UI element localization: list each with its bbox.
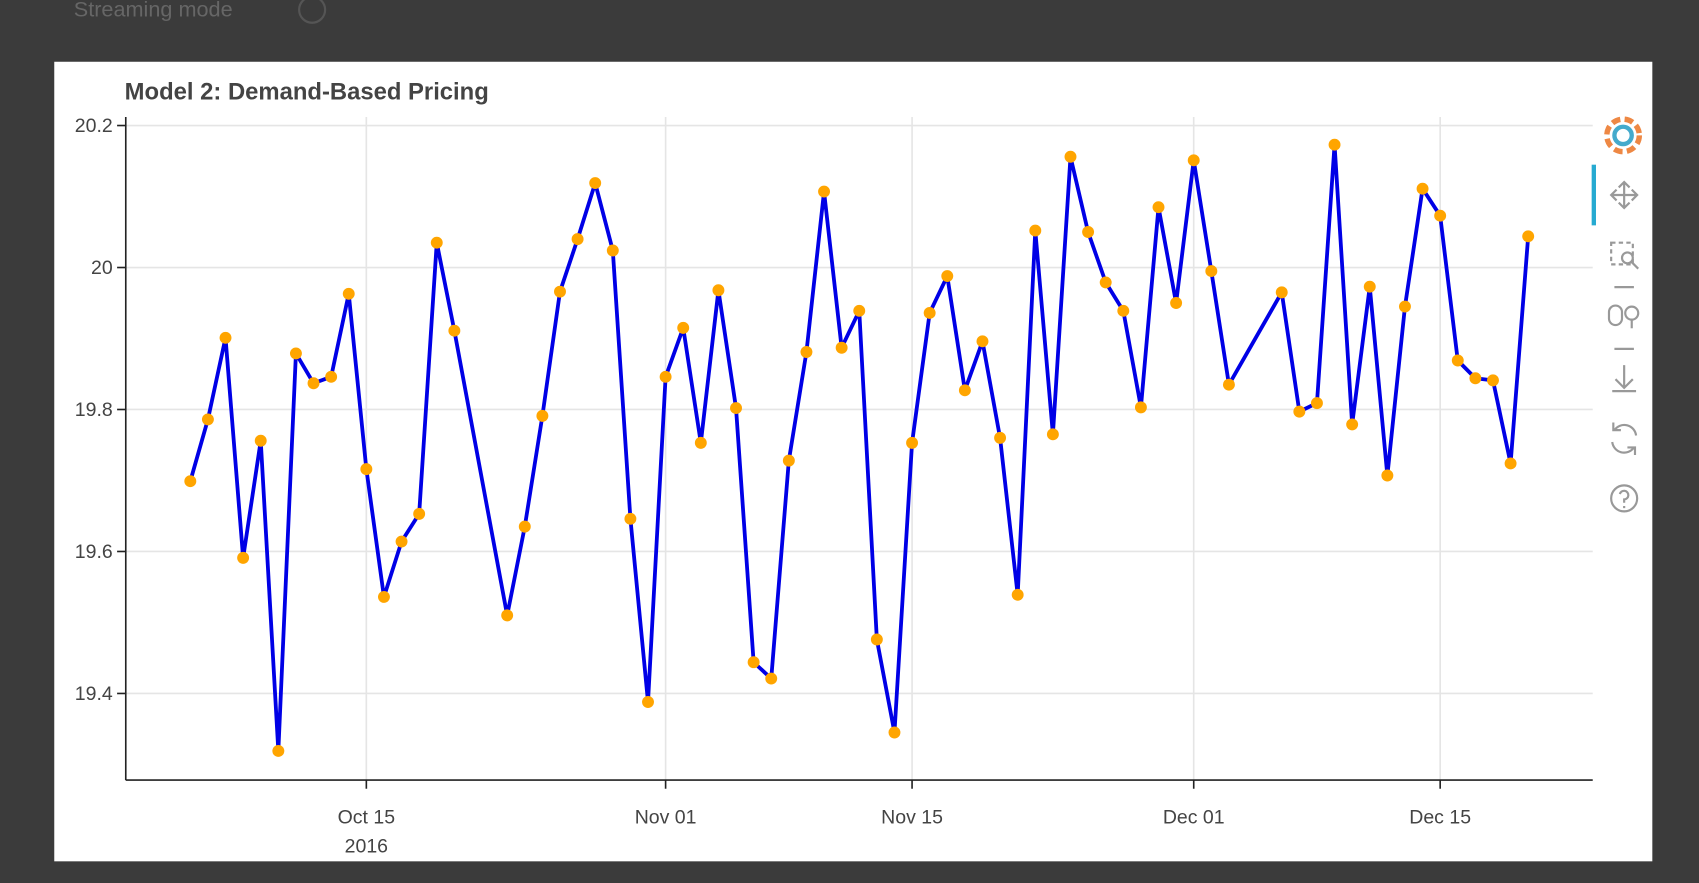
- price-point: [501, 609, 514, 622]
- price-point: [1170, 297, 1183, 309]
- price-point: [1487, 374, 1499, 387]
- price-point: [624, 512, 637, 525]
- wheel-zoom-tool[interactable]: [1607, 304, 1640, 329]
- price-point: [1099, 276, 1112, 289]
- price-point: [430, 236, 443, 249]
- price-point: [994, 431, 1007, 444]
- price-point: [1275, 286, 1288, 299]
- price-point: [1046, 428, 1059, 441]
- price-point: [1222, 378, 1235, 391]
- price-point: [1522, 230, 1535, 243]
- price-point: [853, 304, 866, 317]
- price-point: [413, 507, 426, 520]
- help-icon[interactable]: [298, 0, 327, 24]
- x-tick-label: Dec 01: [1163, 806, 1225, 828]
- price-point: [518, 520, 531, 533]
- price-point: [254, 434, 267, 447]
- x-tick-label: Nov 01: [635, 806, 697, 828]
- price-point: [1293, 405, 1306, 418]
- price-point: [1029, 224, 1042, 237]
- y-tick-label: 20.2: [75, 115, 113, 137]
- price-point: [360, 463, 373, 476]
- price-point: [941, 270, 954, 282]
- x-tick-label: Nov 15: [881, 806, 943, 828]
- y-tick-label: 19.4: [75, 683, 113, 705]
- price-point: [1310, 397, 1323, 410]
- price-point: [289, 347, 302, 360]
- price-point: [1434, 209, 1447, 222]
- price-point: [1082, 226, 1095, 238]
- pan-tool[interactable]: [1609, 180, 1639, 210]
- price-point: [818, 185, 831, 198]
- y-tick-label: 19.6: [75, 541, 113, 563]
- price-point: [571, 233, 584, 246]
- x-tick-label: Oct 15: [338, 806, 396, 828]
- price-point: [536, 409, 549, 422]
- price-point: [1152, 201, 1165, 214]
- price-point: [782, 454, 795, 467]
- price-point: [712, 284, 725, 297]
- price-point: [677, 321, 690, 334]
- price-point: [659, 370, 672, 383]
- price-point: [800, 346, 813, 358]
- price-point: [606, 244, 619, 257]
- help-tool[interactable]: [1610, 484, 1639, 513]
- price-point: [589, 177, 602, 189]
- price-point: [1205, 265, 1218, 278]
- active-tool-indicator: [1591, 164, 1596, 226]
- price-point: [325, 370, 338, 383]
- price-point: [272, 745, 285, 757]
- chart-panel: [54, 61, 1653, 862]
- price-point: [395, 535, 408, 548]
- y-tick-label: 20: [91, 257, 113, 279]
- price-point: [448, 324, 461, 337]
- price-point: [201, 413, 214, 426]
- price-point: [958, 384, 971, 397]
- price-point: [184, 475, 197, 488]
- price-point: [1416, 182, 1429, 195]
- price-point: [554, 285, 566, 298]
- plot-area: 19.4 19.6 19.8 20 20.2 Oct 15 Nov 01 Nov 15 Dec …: [75, 115, 1593, 858]
- save-tool[interactable]: [1612, 365, 1637, 393]
- price-point: [870, 633, 883, 646]
- price-point: [888, 726, 901, 739]
- x-year-label: 2016: [345, 836, 388, 858]
- box-zoom-tool[interactable]: [1610, 241, 1640, 270]
- price-point: [906, 436, 919, 449]
- price-point: [923, 306, 936, 319]
- price-point: [835, 341, 848, 354]
- price-point: [765, 672, 778, 685]
- price-point: [747, 656, 760, 669]
- price-point: [1504, 457, 1517, 470]
- price-point: [1328, 138, 1341, 151]
- price-point: [1451, 354, 1464, 367]
- price-point: [1469, 372, 1482, 385]
- price-point: [1381, 469, 1394, 482]
- price-point: [976, 335, 989, 348]
- price-point: [1011, 588, 1024, 601]
- reset-tool[interactable]: [1611, 422, 1638, 456]
- price-point: [1064, 150, 1077, 163]
- price-point: [237, 551, 250, 564]
- price-point: [377, 590, 390, 603]
- price-point: [1187, 154, 1200, 167]
- streaming-label: Streaming mode: [74, 0, 233, 21]
- price-point: [1134, 401, 1147, 414]
- y-tick-label: 19.8: [75, 399, 113, 421]
- price-point: [342, 287, 355, 300]
- price-point: [307, 377, 320, 390]
- price-point: [730, 402, 742, 415]
- chart-title: Model 2: Demand-Based Pricing: [125, 79, 489, 106]
- price-point: [1346, 418, 1359, 431]
- price-point: [1117, 304, 1130, 317]
- price-point: [1363, 280, 1376, 293]
- price-point: [1399, 300, 1411, 313]
- price-point: [694, 436, 707, 449]
- x-tick-label: Dec 15: [1409, 806, 1471, 828]
- price-point: [219, 331, 232, 344]
- price-point: [642, 696, 654, 708]
